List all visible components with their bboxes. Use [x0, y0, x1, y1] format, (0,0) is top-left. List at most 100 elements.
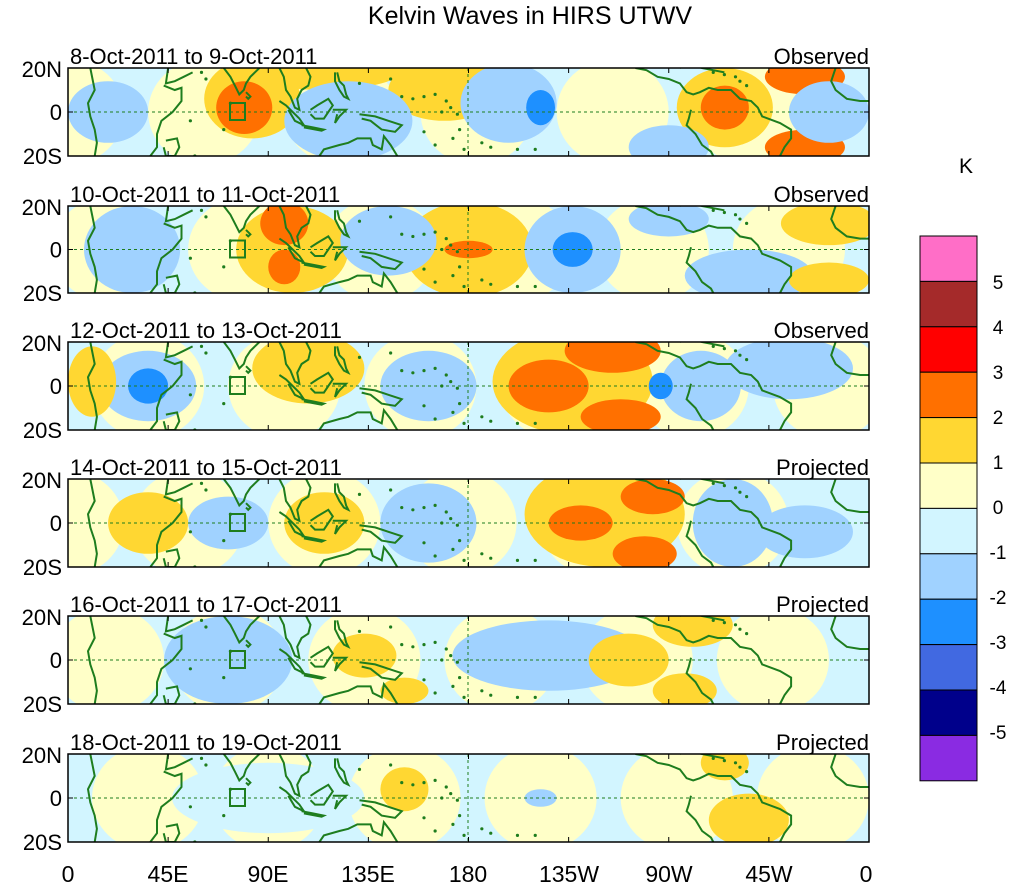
- island: [480, 141, 484, 145]
- lat-label: 20S: [23, 281, 62, 306]
- island: [745, 84, 749, 88]
- island: [422, 95, 426, 99]
- island: [199, 756, 204, 761]
- island: [738, 353, 742, 357]
- coastline: [359, 524, 404, 544]
- island: [462, 147, 466, 151]
- island: [733, 486, 738, 490]
- coastline: [278, 374, 307, 402]
- map-panel: 20N 0 20S 18-Oct-2011 to 19-Oct-2011 Project…: [22, 730, 870, 855]
- island: [458, 539, 462, 543]
- island: [433, 92, 437, 96]
- island: [400, 643, 404, 647]
- anomaly-contour: [68, 81, 149, 143]
- lat-label: 0: [50, 100, 62, 125]
- island: [204, 763, 208, 767]
- coastline: [685, 247, 715, 293]
- coastline: [164, 754, 194, 771]
- island: [455, 112, 459, 116]
- coastline: [332, 246, 349, 261]
- coastlines: [86, 754, 869, 842]
- anomaly-contour: [268, 249, 301, 285]
- island: [449, 106, 453, 110]
- island: [433, 640, 437, 645]
- island: [449, 380, 453, 384]
- coastlines: [86, 479, 869, 567]
- island: [489, 419, 493, 423]
- island: [433, 366, 437, 370]
- lon-label: 0: [860, 861, 873, 887]
- island: [458, 128, 462, 132]
- coastline: [245, 777, 252, 787]
- island: [711, 208, 715, 212]
- island: [480, 415, 484, 419]
- coastline: [223, 206, 261, 234]
- island: [222, 402, 226, 406]
- island: [433, 280, 437, 284]
- coastline: [332, 382, 349, 398]
- anomaly-contour: [580, 399, 661, 430]
- anomaly-contour: [724, 342, 853, 400]
- coastline: [679, 754, 725, 760]
- island: [422, 678, 426, 682]
- coastline: [359, 250, 404, 271]
- coastline: [635, 616, 793, 704]
- panel-status: Observed: [774, 44, 869, 69]
- island: [480, 278, 484, 282]
- island: [411, 508, 415, 512]
- coastline: [86, 68, 98, 156]
- coastline: [334, 210, 351, 239]
- island: [444, 647, 448, 651]
- coastline: [278, 511, 307, 539]
- island: [449, 792, 453, 796]
- coastline: [164, 616, 194, 633]
- island: [433, 829, 437, 833]
- island: [188, 667, 192, 671]
- anomaly-contour: [340, 206, 437, 276]
- lon-label: 90E: [248, 861, 289, 887]
- anomaly-contour: [620, 479, 685, 515]
- island: [515, 421, 520, 425]
- anomaly-contour: [68, 479, 125, 567]
- island: [199, 481, 204, 485]
- island: [462, 833, 466, 838]
- island: [444, 785, 448, 789]
- coastline: [830, 206, 869, 240]
- coastline: [301, 398, 328, 406]
- island: [389, 488, 393, 492]
- island: [489, 282, 493, 286]
- coastline: [318, 544, 399, 567]
- coastline: [635, 68, 793, 156]
- anomaly-contour: [524, 789, 557, 807]
- lat-label: 20S: [23, 418, 62, 443]
- lat-label: 20N: [22, 605, 62, 630]
- island: [489, 831, 493, 835]
- coastline: [245, 91, 252, 101]
- coastline: [359, 799, 404, 819]
- colorbar-label: 0: [993, 498, 1004, 519]
- island: [738, 490, 742, 494]
- island: [489, 693, 493, 697]
- coastline: [86, 479, 98, 567]
- coastline: [223, 754, 261, 783]
- coastline: [318, 270, 399, 293]
- anomaly-contour: [380, 767, 429, 812]
- map-panel: 20N 0 20S 8-Oct-2011 to 9-Oct-2011 Observed: [22, 44, 870, 169]
- colorbar-label: 3: [993, 363, 1004, 384]
- anomaly-contour: [260, 206, 309, 246]
- coastline: [278, 616, 312, 660]
- coastline: [162, 685, 181, 704]
- island: [199, 70, 204, 74]
- anomaly-contour: [526, 90, 556, 126]
- anomaly-contour: [564, 342, 661, 373]
- island: [711, 756, 715, 761]
- island: [411, 783, 415, 787]
- panel-status: Projected: [776, 592, 869, 617]
- colorbar-label: -5: [990, 723, 1007, 744]
- colorbar-box: [919, 507, 978, 555]
- island: [357, 629, 362, 634]
- anomaly-contour: [652, 616, 733, 647]
- colorbar-label: 4: [993, 318, 1004, 339]
